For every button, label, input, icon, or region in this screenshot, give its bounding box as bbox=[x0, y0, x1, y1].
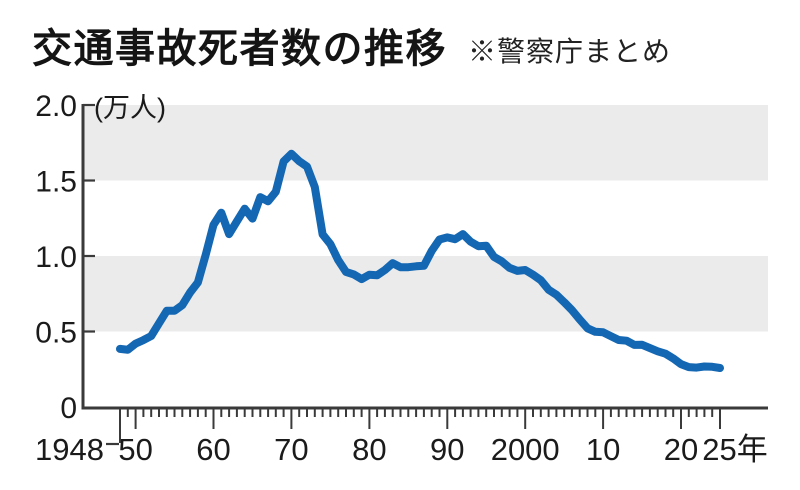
y-tick-label: 1.0 bbox=[35, 241, 77, 274]
deaths-trend-line bbox=[116, 149, 724, 372]
x-axis-labels: 1948 50 60 70 80 90 2000 10 20 25年 bbox=[35, 432, 768, 467]
x-tick-label: 2000 bbox=[491, 432, 560, 467]
x-tick-label: 1948 bbox=[35, 432, 104, 467]
y-axis-labels: 2.0 1.5 1.0 0.5 0 bbox=[35, 90, 77, 425]
y-tick-label: 2.0 bbox=[35, 90, 77, 123]
y-tick-label: 1.5 bbox=[35, 166, 77, 199]
chart-title: 交通事故死者数の推移 bbox=[32, 27, 447, 71]
x-axis-ticks bbox=[106, 408, 721, 446]
x-tick-label: 25年 bbox=[702, 432, 767, 467]
y-tick-label: 0.5 bbox=[35, 317, 77, 350]
y-axis-unit-label: (万人) bbox=[94, 93, 166, 123]
y-axis-ticks bbox=[83, 103, 95, 333]
x-tick-label: 20 bbox=[664, 432, 698, 467]
y-tick-label: 0 bbox=[60, 392, 77, 425]
shaded-band bbox=[83, 105, 768, 181]
x-tick-label: 60 bbox=[196, 432, 230, 467]
x-tick-label: 90 bbox=[430, 432, 464, 467]
x-tick-label: 50 bbox=[118, 432, 152, 467]
x-tick-label: 80 bbox=[352, 432, 386, 467]
source-note: ※警察庁まとめ bbox=[468, 36, 671, 68]
x-tick-label: 70 bbox=[274, 432, 308, 467]
x-tick-label: 10 bbox=[586, 432, 620, 467]
axes bbox=[81, 104, 768, 410]
